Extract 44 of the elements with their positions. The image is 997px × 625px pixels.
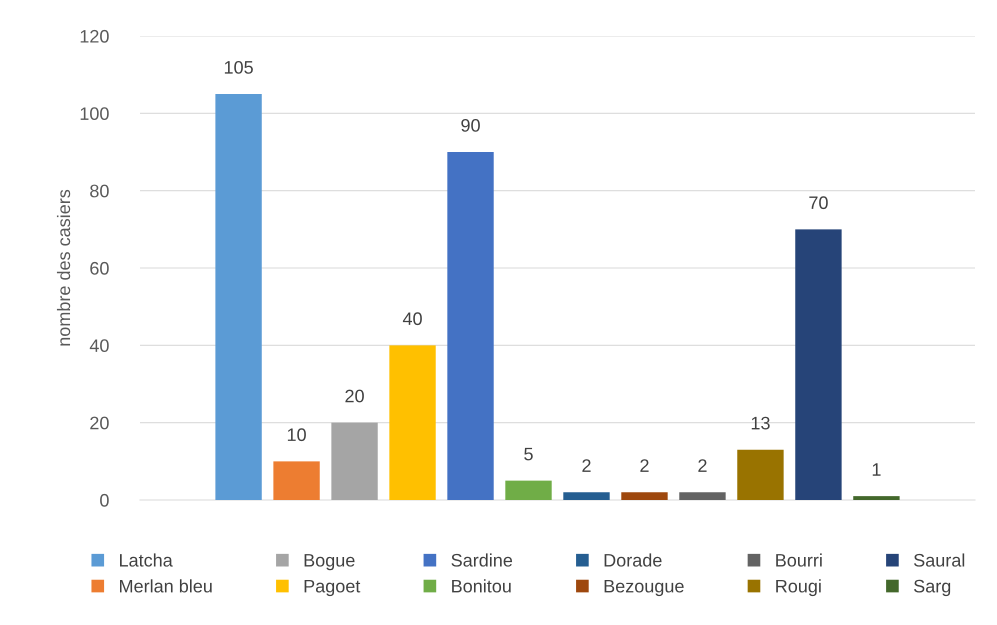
bar bbox=[215, 94, 262, 500]
data-label: 13 bbox=[752, 416, 770, 430]
data-label: 1 bbox=[872, 463, 881, 476]
legend-label: Latcha bbox=[120, 553, 173, 567]
bar bbox=[679, 492, 726, 500]
data-label: 40 bbox=[402, 312, 422, 326]
data-label: 10 bbox=[288, 428, 306, 442]
bar bbox=[795, 229, 842, 500]
legend-label: Pagoet bbox=[304, 580, 360, 596]
data-label: 2 bbox=[698, 459, 707, 472]
y-tick-label: 80 bbox=[90, 184, 109, 198]
legend-label: Merlan bleu bbox=[120, 579, 212, 593]
bar bbox=[563, 492, 610, 500]
legend-label: Bonitou bbox=[452, 579, 511, 593]
bar bbox=[853, 496, 900, 500]
y-tick-label: 40 bbox=[90, 339, 109, 352]
legend-label: Sarg bbox=[914, 580, 950, 596]
bar bbox=[447, 152, 494, 500]
data-label: 90 bbox=[461, 118, 480, 132]
y-tick-label: 120 bbox=[80, 30, 109, 43]
data-label: 20 bbox=[345, 390, 364, 402]
legend-label: Bourri bbox=[776, 553, 822, 567]
legend-label: Bezougue bbox=[604, 580, 684, 596]
y-tick-label: 60 bbox=[90, 262, 109, 275]
y-tick-label: 20 bbox=[90, 416, 109, 430]
legend-label: Saural bbox=[914, 553, 964, 567]
bar bbox=[621, 492, 668, 500]
bar bbox=[505, 480, 552, 500]
y-tick-label: 100 bbox=[80, 107, 109, 120]
data-label: 70 bbox=[809, 196, 828, 210]
bar bbox=[389, 345, 436, 500]
data-label: 105 bbox=[224, 60, 253, 74]
legend-label: Sardine bbox=[451, 553, 512, 567]
bar bbox=[273, 461, 320, 500]
bar bbox=[737, 450, 784, 500]
legend-label: Bogue bbox=[304, 554, 355, 570]
y-axis-title: nombre des casiers bbox=[56, 190, 70, 346]
legend-label: Dorade bbox=[604, 553, 662, 567]
legend-label: Rougi bbox=[776, 579, 821, 596]
data-label: 2 bbox=[582, 459, 591, 472]
bar bbox=[331, 422, 378, 500]
data-label: 2 bbox=[640, 459, 649, 472]
data-label: 5 bbox=[524, 448, 533, 460]
y-tick-label: 0 bbox=[100, 494, 109, 507]
